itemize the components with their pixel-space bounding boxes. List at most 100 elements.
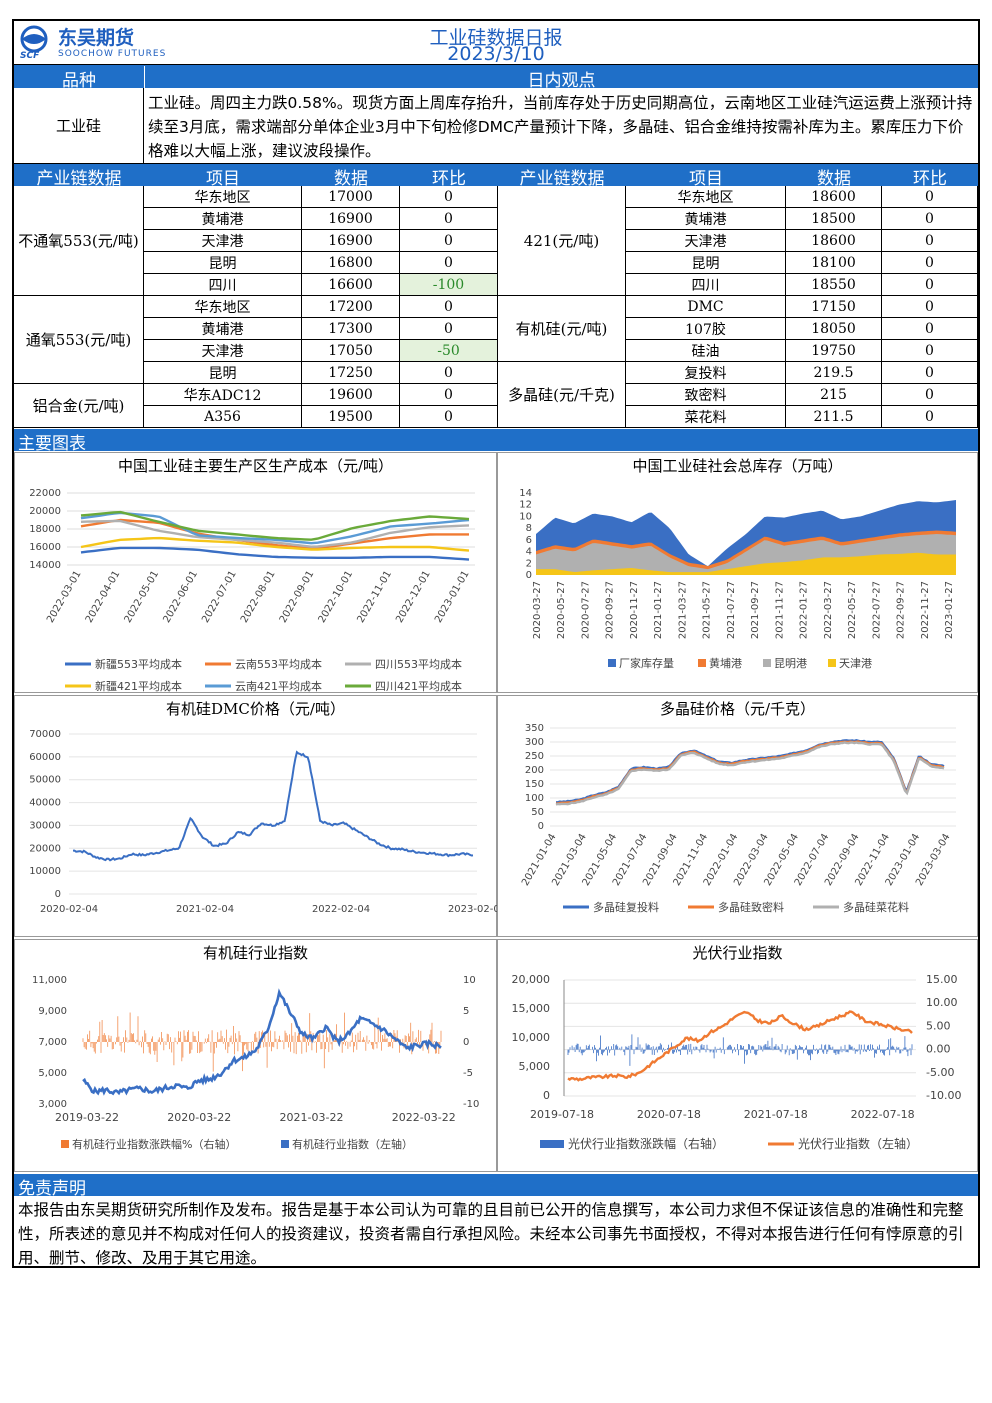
tick-label: -5.00 bbox=[926, 1066, 954, 1079]
tick-label: -10.00 bbox=[926, 1089, 961, 1102]
item-cell: A356 bbox=[144, 406, 302, 428]
tick-label: 2020-05-27 bbox=[556, 581, 567, 639]
logo-mark: SCF bbox=[20, 51, 40, 61]
tick-label: 2022-02-04 bbox=[312, 904, 370, 915]
poly-chart: 多晶硅价格（元/千克） 350 300 250 200 150 100 50 0 2021-01… bbox=[497, 695, 978, 937]
cost-chart: 中国工业硅主要生产区生产成本（元/吨） 22000 20000 18000 16000… bbox=[14, 452, 497, 693]
th-right-change: 环比 bbox=[913, 169, 947, 189]
company-logo: SCF 东吴期货 SOOCHOW FUTURES bbox=[20, 25, 165, 61]
value-cell: 219.5 bbox=[786, 362, 882, 384]
th-right-chain: 产业链数据 bbox=[519, 169, 605, 189]
tick-label: 18000 bbox=[29, 524, 61, 535]
dmc-chart: 有机硅DMC价格（元/吨） 70000 60000 50000 40000 30000 2… bbox=[14, 695, 498, 937]
legend-swatch bbox=[608, 659, 616, 667]
tick-label: 0 bbox=[55, 889, 61, 900]
tick-label: 2020-11-27 bbox=[629, 581, 640, 639]
legend-swatch bbox=[540, 1140, 564, 1148]
tick-label: 30000 bbox=[29, 820, 61, 831]
change-cell: 0 bbox=[400, 252, 498, 274]
tick-label: 2022-03-22 bbox=[392, 1111, 456, 1124]
value-cell: 17200 bbox=[302, 296, 400, 318]
change-cell: 0 bbox=[400, 208, 498, 230]
tick-label: 5,000 bbox=[519, 1060, 551, 1073]
th-left-chain: 产业链数据 bbox=[36, 169, 122, 189]
tick-label: 10000 bbox=[29, 866, 61, 877]
tick-label: 60000 bbox=[29, 752, 61, 763]
tick-label: 2020-03-27 bbox=[532, 581, 543, 639]
change-cell: 0 bbox=[400, 186, 498, 208]
col-view: 日内观点 bbox=[144, 66, 978, 91]
change-cell: 0 bbox=[400, 318, 498, 340]
change-cell: 0 bbox=[882, 186, 978, 208]
tick-label: 40000 bbox=[29, 798, 61, 809]
tick-label: 2021-11-27 bbox=[774, 581, 785, 639]
legend-label: 厂家库存量 bbox=[619, 656, 674, 670]
tick-label: 2021-07-27 bbox=[726, 581, 737, 639]
tick-label: 2023-01-01 bbox=[433, 569, 472, 625]
tick-label: 2 bbox=[526, 558, 532, 569]
tick-label: 20000 bbox=[29, 506, 61, 517]
change-cell: -50 bbox=[400, 340, 498, 362]
legend-label: 云南421平均成本 bbox=[235, 679, 322, 693]
legend-label: 多晶硅复投料 bbox=[593, 900, 659, 914]
cost-series-line bbox=[80, 519, 470, 548]
th-right-value: 数据 bbox=[817, 169, 851, 189]
tick-label: 2021-03-27 bbox=[677, 581, 688, 639]
change-cell: 0 bbox=[400, 406, 498, 428]
item-cell: 黄埔港 bbox=[144, 318, 302, 340]
change-cell: 0 bbox=[400, 362, 498, 384]
dmc-price-line bbox=[73, 750, 474, 862]
tick-label: 2022-08-01 bbox=[239, 569, 278, 625]
tick-label: 2022-05-01 bbox=[123, 569, 162, 625]
tick-label: 2022-04-01 bbox=[84, 569, 123, 625]
change-cell: 0 bbox=[882, 362, 978, 384]
cost-series-line bbox=[80, 546, 470, 561]
change-cell: 0 bbox=[882, 296, 978, 318]
chain-group-name: 铝合金(元/吨) bbox=[14, 384, 144, 428]
legend-swatch bbox=[61, 1140, 69, 1148]
disclaimer-text: 本报告由东吴期货研究所制作及发布。报告是基于本公司认为可靠的且目前已公开的信息撰… bbox=[18, 1201, 964, 1267]
value-cell: 18550 bbox=[786, 274, 882, 296]
value-cell: 17300 bbox=[302, 318, 400, 340]
dmc-chart-plot: 70000 60000 50000 40000 30000 20000 10000 0 2020… bbox=[29, 729, 498, 915]
tick-label: 2020-02-04 bbox=[40, 904, 98, 915]
change-cell: 0 bbox=[882, 230, 978, 252]
value-cell: 19750 bbox=[786, 340, 882, 362]
tick-label: 2020-07-18 bbox=[637, 1108, 701, 1121]
legend-label: 四川421平均成本 bbox=[375, 679, 462, 693]
value-cell: 16800 bbox=[302, 252, 400, 274]
organic-index-chart: 有机硅行业指数 11,000 9,000 7,000 5,000 3,000 10 5 0 -5… bbox=[14, 939, 497, 1172]
change-cell: 0 bbox=[882, 318, 978, 340]
report-title: 工业硅数据日报 bbox=[429, 27, 563, 49]
legend-label: 光伏行业指数（左轴） bbox=[798, 1136, 918, 1151]
pv-index-chart: 光伏行业指数 20,000 15,000 10,000 5,000 0 15.00 10.0… bbox=[497, 939, 978, 1172]
change-cell: 0 bbox=[400, 296, 498, 318]
col-variety: 品种 bbox=[62, 71, 96, 91]
th-left-value: 数据 bbox=[334, 169, 368, 189]
legend-swatch bbox=[763, 659, 771, 667]
tick-label: 0 bbox=[463, 1037, 469, 1048]
legend-label: 昆明港 bbox=[774, 657, 807, 670]
report-header: SCF 东吴期货 SOOCHOW FUTURES 工业硅数据日报 2023/3/… bbox=[14, 21, 978, 65]
chain-group-name: 421(元/吨) bbox=[498, 186, 626, 296]
tick-label: 0 bbox=[526, 570, 532, 581]
tick-label: 2020-03-22 bbox=[167, 1111, 231, 1124]
tick-label: 50 bbox=[531, 807, 544, 818]
legend-label: 多晶硅致密料 bbox=[718, 900, 784, 914]
tick-label: 15,000 bbox=[512, 1002, 551, 1015]
value-cell: 16600 bbox=[302, 274, 400, 296]
item-cell: 昆明 bbox=[144, 252, 302, 274]
legend-label: 有机硅行业指数（左轴） bbox=[292, 1137, 413, 1151]
legend-label: 四川553平均成本 bbox=[375, 657, 462, 671]
item-cell: 天津港 bbox=[144, 340, 302, 362]
value-cell: 19500 bbox=[302, 406, 400, 428]
tick-label: 350 bbox=[525, 723, 544, 734]
item-cell: 天津港 bbox=[144, 230, 302, 252]
tick-label: 4 bbox=[526, 547, 532, 558]
value-cell: 16900 bbox=[302, 230, 400, 252]
item-cell: 华东ADC12 bbox=[144, 384, 302, 406]
tick-label: 11,000 bbox=[32, 975, 67, 986]
tick-label: 150 bbox=[525, 779, 544, 790]
